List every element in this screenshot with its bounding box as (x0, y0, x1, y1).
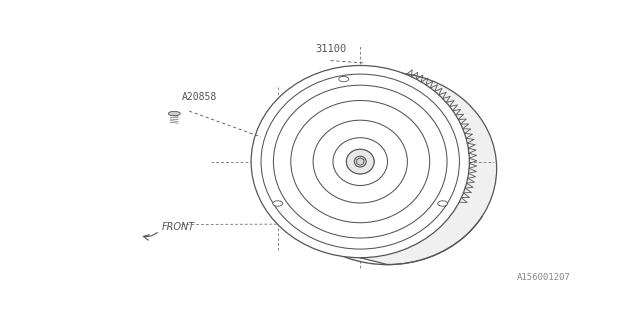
Ellipse shape (273, 201, 283, 206)
Text: A20858: A20858 (182, 92, 217, 102)
Text: 31100: 31100 (315, 44, 346, 54)
Text: A156001207: A156001207 (517, 273, 571, 282)
Ellipse shape (438, 201, 447, 206)
Ellipse shape (168, 111, 180, 116)
Ellipse shape (355, 156, 366, 167)
Ellipse shape (339, 76, 349, 82)
Ellipse shape (278, 72, 497, 265)
Ellipse shape (346, 149, 374, 174)
Ellipse shape (251, 66, 469, 258)
Polygon shape (251, 66, 388, 265)
Text: FRONT: FRONT (162, 222, 195, 232)
